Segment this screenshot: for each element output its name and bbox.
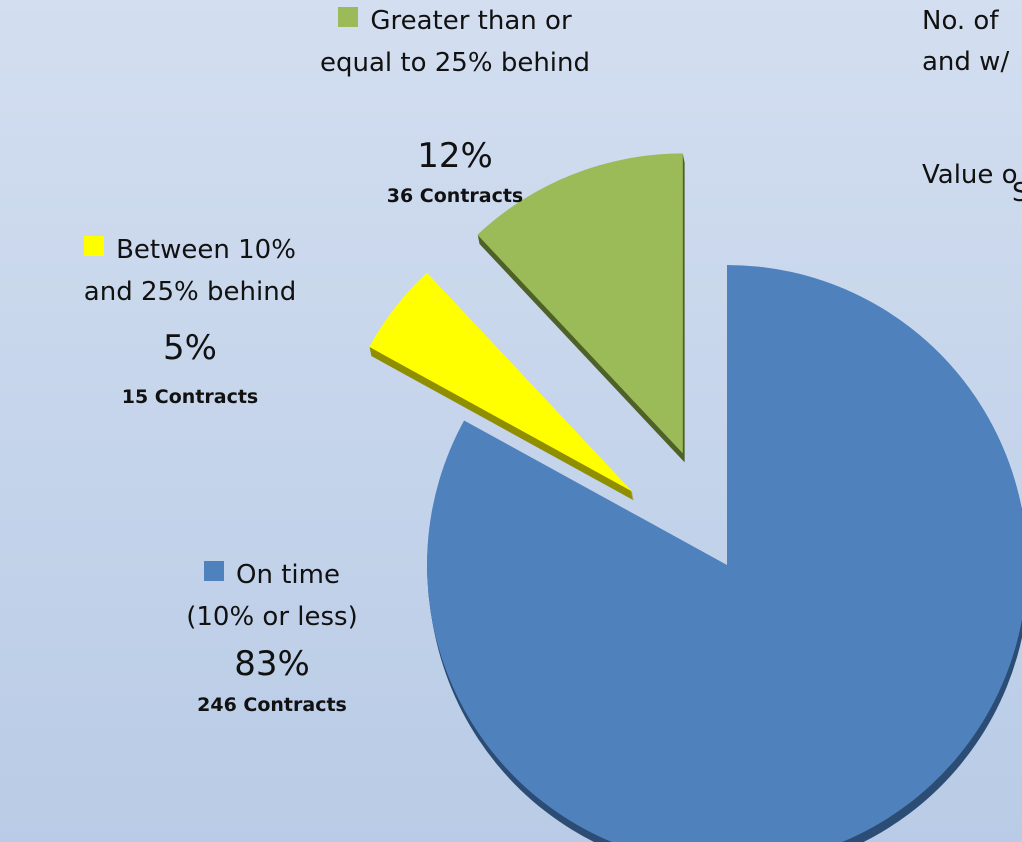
data-label: 83% bbox=[234, 644, 310, 684]
slice bbox=[477, 153, 683, 454]
legend-swatch bbox=[84, 236, 105, 256]
legend-label: Between 10% and 25% behind bbox=[83, 235, 297, 307]
legend-entry: On time (10% or less) bbox=[172, 554, 372, 638]
annotation: Value o bbox=[922, 160, 1018, 190]
legend-swatch bbox=[338, 7, 359, 27]
legend-swatch bbox=[204, 561, 225, 581]
data-label: 5% bbox=[163, 328, 217, 368]
legend-label: Greater than or equal to 25% behind bbox=[320, 6, 591, 78]
annotation: and w/ bbox=[922, 47, 1010, 77]
legend-label: On time (10% or less) bbox=[186, 560, 358, 632]
legend-entry: Between 10% and 25% behind bbox=[70, 229, 310, 313]
data-label: 12% bbox=[417, 136, 493, 176]
slice bbox=[369, 272, 633, 492]
annotation: S bbox=[1012, 178, 1022, 208]
count-label: 15 Contracts bbox=[121, 386, 259, 408]
count-label: 246 Contracts bbox=[197, 694, 347, 716]
count-label: 36 Contracts bbox=[386, 185, 524, 207]
slice bbox=[427, 265, 1022, 842]
annotation: No. of bbox=[922, 6, 999, 36]
legend-entry: Greater than or equal to 25% behind bbox=[320, 0, 590, 84]
